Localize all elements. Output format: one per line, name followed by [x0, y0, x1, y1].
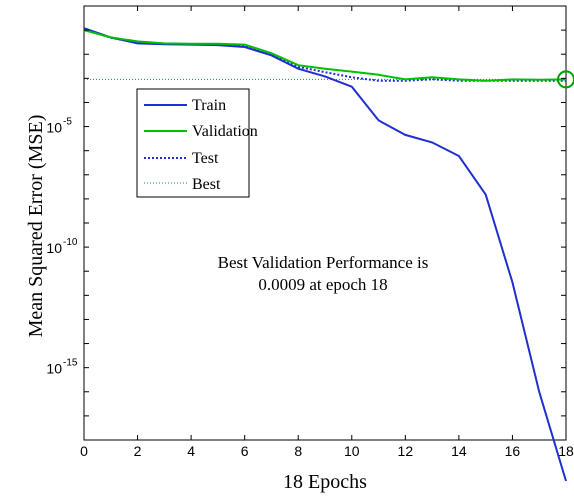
x-tick-label: 18 [558, 443, 574, 459]
annotation-line-2: 0.0009 at epoch 18 [258, 275, 387, 294]
annotation-line-1: Best Validation Performance is [218, 253, 429, 272]
y-tick-label: 10 [46, 240, 62, 256]
legend-best-label: Best [192, 176, 221, 193]
y-axis-title: Mean Squared Error (MSE) [25, 115, 47, 338]
x-axis-title: 18 Epochs [283, 471, 367, 493]
legend-test-label: Test [192, 150, 219, 167]
x-tick-label: 2 [134, 443, 142, 459]
x-tick-label: 14 [451, 443, 467, 459]
y-tick-label: 10 [46, 120, 62, 136]
x-tick-label: 4 [187, 443, 195, 459]
legend-validation-label: Validation [192, 123, 258, 140]
x-tick-label: 12 [398, 443, 414, 459]
y-tick-label-exponent: -10 [63, 237, 78, 248]
y-tick-label: 10 [46, 361, 62, 377]
x-tick-label: 16 [505, 443, 521, 459]
legend-train-label: Train [192, 97, 226, 114]
legend: Train Validation Test Best [137, 89, 258, 197]
x-tick-label: 6 [241, 443, 249, 459]
x-tick-label: 8 [294, 443, 302, 459]
y-tick-label-exponent: -5 [63, 117, 72, 128]
x-tick-label: 0 [80, 443, 88, 459]
x-tick-label: 10 [344, 443, 360, 459]
y-tick-label-exponent: -15 [63, 358, 78, 369]
